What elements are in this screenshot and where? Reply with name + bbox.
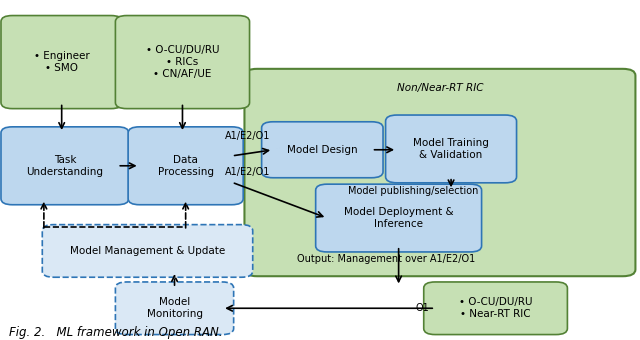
FancyBboxPatch shape (42, 225, 253, 277)
FancyBboxPatch shape (128, 127, 243, 205)
Text: Model Training
& Validation: Model Training & Validation (413, 138, 489, 160)
Text: Model Management & Update: Model Management & Update (70, 246, 225, 256)
Text: Model publishing/selection: Model publishing/selection (348, 186, 478, 196)
FancyBboxPatch shape (385, 115, 516, 183)
Text: A1/E2/O1: A1/E2/O1 (225, 131, 270, 141)
Text: • O-CU/DU/RU
• RICs
• CN/AF/UE: • O-CU/DU/RU • RICs • CN/AF/UE (146, 46, 220, 79)
Text: Model Design: Model Design (287, 145, 358, 155)
Text: Output: Management over A1/E2/O1: Output: Management over A1/E2/O1 (297, 254, 475, 265)
FancyBboxPatch shape (115, 282, 234, 335)
Text: Model
Monitoring: Model Monitoring (147, 298, 202, 319)
FancyBboxPatch shape (316, 184, 481, 252)
FancyBboxPatch shape (424, 282, 568, 335)
FancyBboxPatch shape (1, 127, 129, 205)
FancyBboxPatch shape (262, 122, 383, 178)
Text: Fig. 2.   ML framework in Open RAN.: Fig. 2. ML framework in Open RAN. (9, 326, 223, 339)
Text: O1: O1 (415, 303, 429, 313)
FancyBboxPatch shape (244, 69, 636, 276)
Text: Data
Processing: Data Processing (157, 155, 214, 176)
Text: • O-CU/DU/RU
• Near-RT RIC: • O-CU/DU/RU • Near-RT RIC (459, 298, 532, 319)
FancyBboxPatch shape (1, 16, 122, 108)
Text: Non/Near-RT RIC: Non/Near-RT RIC (397, 83, 483, 94)
Text: A1/E2/O1: A1/E2/O1 (225, 167, 270, 177)
Text: • Engineer
• SMO: • Engineer • SMO (34, 51, 90, 73)
Text: Model Deployment &
Inference: Model Deployment & Inference (344, 207, 453, 229)
Text: Task
Understanding: Task Understanding (26, 155, 104, 176)
FancyBboxPatch shape (115, 16, 250, 108)
